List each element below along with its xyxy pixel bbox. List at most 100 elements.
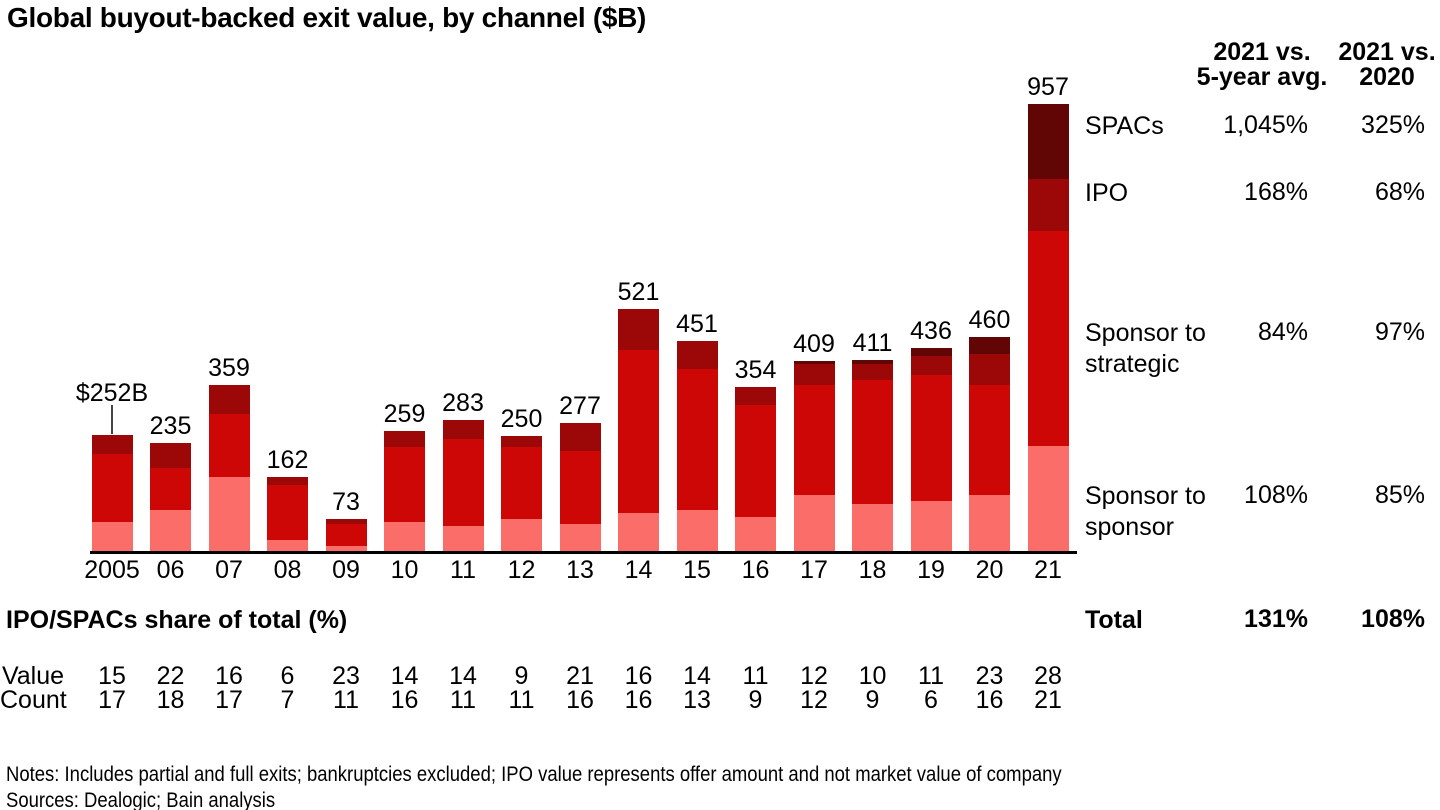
bar-segment-sponsor-to-strategic <box>676 369 718 511</box>
share-cell-value: 23 <box>975 662 1004 690</box>
comparison-col-header-5yr-avg: 2021 vs. 5-year avg. <box>1196 38 1328 91</box>
x-axis-tick-label: 15 <box>683 556 711 584</box>
x-axis-tick-label: 10 <box>390 556 419 584</box>
x-axis-tick-label: 06 <box>156 556 185 584</box>
x-axis-tick-label: 20 <box>975 556 1004 584</box>
share-cell-value: 21 <box>566 662 594 690</box>
bar-segment-ipo <box>852 363 893 380</box>
bar-total-label: 235 <box>149 411 192 440</box>
bar-total-label: 460 <box>968 306 1011 335</box>
share-cell-count: 21 <box>1034 686 1062 714</box>
bar-segment-sponsor-to-strategic <box>852 379 893 505</box>
bar-segment-sponsor-to-strategic <box>325 523 367 546</box>
share-cell-value: 15 <box>98 662 126 690</box>
bar-total-label: 250 <box>500 404 543 433</box>
share-cell-count: 9 <box>865 686 880 714</box>
bar-segment-ipo <box>91 434 133 454</box>
bar-segment-sponsor-to-sponsor <box>969 494 1010 553</box>
share-cell-value: 16 <box>215 662 243 690</box>
legend-label-ipo: IPO <box>1085 179 1129 207</box>
bar-total-label: 359 <box>208 353 250 382</box>
bar-segment-sponsor-to-sponsor <box>618 513 659 553</box>
share-cell-value: 12 <box>800 662 828 690</box>
bar-segment-sponsor-to-strategic <box>559 450 601 525</box>
bar-segment-sponsor-to-sponsor <box>150 510 191 553</box>
bar-segment-sponsor-to-strategic <box>501 447 542 520</box>
share-cell-count: 16 <box>975 686 1004 714</box>
comparison-value-strategic-5yr: 84% <box>1257 318 1308 346</box>
bar-segment-sponsor-to-sponsor <box>91 522 133 553</box>
bar-segment-ipo <box>559 423 601 451</box>
sources-text: Sources: Dealogic; Bain analysis <box>6 789 276 810</box>
share-cell-count: 16 <box>566 686 594 714</box>
bar-total-label: 957 <box>1027 73 1069 101</box>
comparison-col-header-2020: 2021 vs. 2020 <box>1338 38 1436 91</box>
x-axis-tick-label: 07 <box>215 556 243 584</box>
x-axis-tick-label: 19 <box>917 556 945 584</box>
bar-total-label: 409 <box>793 330 835 359</box>
legend-label-sponsor-to-strategic: Sponsor to strategic <box>1085 319 1206 378</box>
bar-segment-spacs <box>910 348 952 357</box>
share-cell-value: 28 <box>1034 662 1062 690</box>
bar-segment-ipo <box>501 435 542 448</box>
bar-segment-sponsor-to-sponsor <box>325 545 367 553</box>
x-axis-tick-label: 18 <box>858 556 887 584</box>
bar-segment-ipo <box>910 356 952 376</box>
bar-segment-sponsor-to-sponsor <box>208 476 250 553</box>
share-cell-value: 10 <box>858 662 887 690</box>
bar-total-label: 283 <box>442 389 484 418</box>
comparison-value-spacs-2020: 325% <box>1361 111 1425 139</box>
footnotes: Notes: Includes partial and full exits; … <box>6 762 1062 810</box>
bar-segment-sponsor-to-sponsor <box>852 504 893 553</box>
legend-label-sponsor-to-sponsor: Sponsor to sponsor <box>1085 482 1206 541</box>
x-axis-tick-label: 13 <box>566 556 594 584</box>
share-cell-count: 13 <box>683 686 711 714</box>
x-axis-tick-label: 2005 <box>84 556 140 584</box>
share-cell-count: 7 <box>280 686 295 714</box>
share-row-label-count: Count <box>0 686 67 714</box>
bar-segment-ipo <box>384 431 425 448</box>
x-axis-tick-label: 21 <box>1034 556 1062 584</box>
bar-total-label: 73 <box>332 487 360 516</box>
bar-segment-spacs <box>793 361 835 364</box>
comparison-value-total-5yr: 131% <box>1244 605 1308 633</box>
share-cell-value: 6 <box>280 662 295 690</box>
share-cell-count: 11 <box>333 686 359 714</box>
bar-segment-sponsor-to-sponsor <box>442 526 484 553</box>
share-cell-value: 9 <box>514 662 529 690</box>
bar-segment-ipo <box>267 476 308 485</box>
comparison-value-total-2020: 108% <box>1361 605 1425 633</box>
comparison-value-sponsor-2020: 85% <box>1374 481 1425 509</box>
bar-segment-sponsor-to-sponsor <box>501 519 542 553</box>
share-cell-value: 14 <box>449 662 477 690</box>
label-leader-line <box>111 404 113 434</box>
share-cell-count: 11 <box>508 686 535 714</box>
share-cell-count: 16 <box>390 686 419 714</box>
bar-segment-ipo <box>442 420 484 439</box>
bar-segment-sponsor-to-strategic <box>208 413 250 477</box>
bar-segment-sponsor-to-strategic <box>91 453 133 523</box>
share-cell-value: 22 <box>156 662 185 690</box>
share-cell-value: 14 <box>390 662 419 690</box>
x-axis-tick-label: 14 <box>624 556 653 584</box>
share-cell-value: 11 <box>742 662 769 690</box>
bar-segment-ipo <box>1027 178 1069 232</box>
bar-segment-sponsor-to-strategic <box>735 404 776 518</box>
bar-segment-ipo <box>208 384 250 414</box>
bar-total-label: 521 <box>617 277 660 306</box>
bar-segment-sponsor-to-strategic <box>910 375 952 502</box>
bar-total-label: 411 <box>852 329 893 358</box>
share-cell-count: 9 <box>748 686 763 714</box>
share-cell-value: 16 <box>624 662 653 690</box>
bar-segment-sponsor-to-strategic <box>969 385 1010 495</box>
share-cell-value: 14 <box>683 662 711 690</box>
comparison-value-strategic-2020: 97% <box>1374 318 1425 346</box>
bar-segment-sponsor-to-strategic <box>1027 231 1069 447</box>
chart-title: Global buyout-backed exit value, by chan… <box>7 2 647 33</box>
share-cell-value: 11 <box>918 662 944 690</box>
bar-segment-sponsor-to-sponsor <box>793 495 835 553</box>
legend-label-spacs: SPACs <box>1085 112 1164 140</box>
comparison-value-ipo-2020: 68% <box>1374 178 1425 206</box>
share-row-label-value: Value <box>1 662 65 690</box>
